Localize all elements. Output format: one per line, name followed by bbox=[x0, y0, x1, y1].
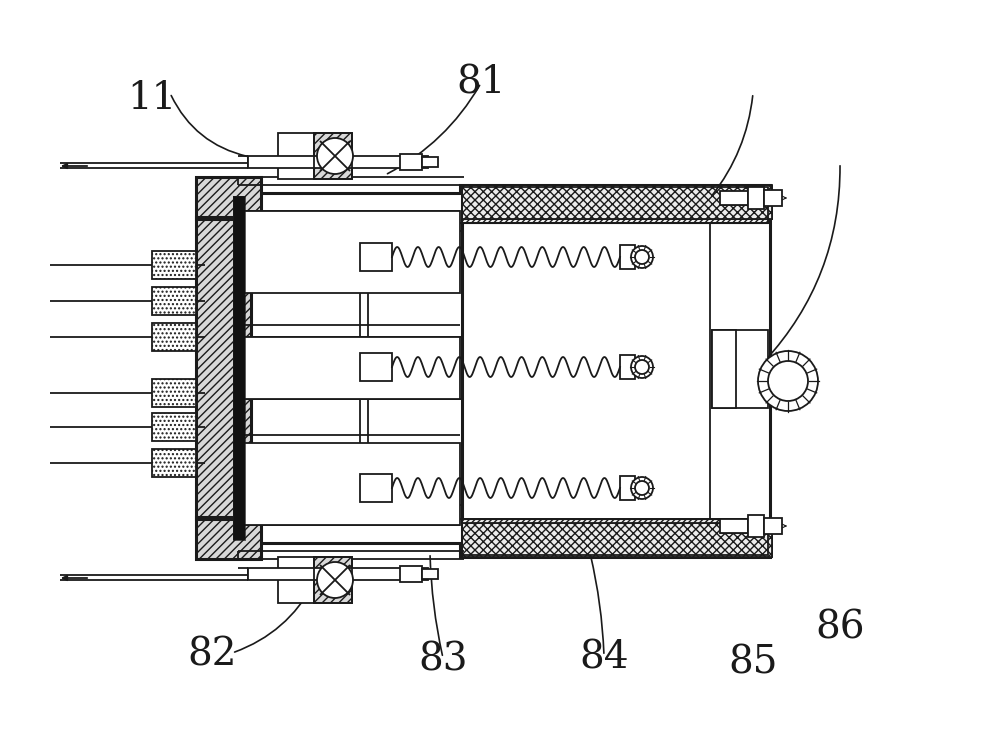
Bar bbox=[620, 355, 635, 379]
Circle shape bbox=[317, 138, 353, 174]
Bar bbox=[712, 330, 768, 408]
Circle shape bbox=[317, 562, 353, 598]
Bar bbox=[244, 443, 460, 525]
Bar bbox=[152, 413, 196, 441]
Bar bbox=[748, 187, 764, 209]
Bar bbox=[314, 557, 352, 603]
Bar bbox=[462, 185, 772, 219]
Bar bbox=[620, 476, 635, 500]
Bar bbox=[248, 156, 428, 168]
Text: 85: 85 bbox=[728, 645, 778, 681]
Circle shape bbox=[635, 360, 649, 374]
Bar bbox=[462, 519, 768, 555]
Bar bbox=[196, 217, 251, 519]
Bar bbox=[314, 133, 352, 179]
Circle shape bbox=[631, 246, 653, 268]
Bar bbox=[462, 187, 768, 223]
Bar bbox=[244, 337, 460, 399]
Bar bbox=[233, 196, 245, 540]
Bar bbox=[152, 287, 196, 315]
Bar bbox=[720, 519, 748, 533]
Bar bbox=[462, 185, 772, 219]
Bar bbox=[720, 191, 748, 205]
Text: 86: 86 bbox=[815, 609, 865, 647]
Bar bbox=[462, 187, 768, 223]
Bar bbox=[712, 330, 736, 408]
Bar bbox=[462, 523, 772, 557]
Bar bbox=[196, 177, 261, 219]
Bar bbox=[278, 133, 316, 179]
Bar bbox=[400, 566, 422, 582]
Bar bbox=[748, 515, 764, 537]
Bar bbox=[360, 353, 392, 381]
Bar bbox=[233, 196, 245, 540]
Bar bbox=[238, 193, 462, 543]
Bar bbox=[620, 245, 635, 269]
Bar bbox=[152, 449, 196, 477]
Text: 81: 81 bbox=[456, 65, 506, 102]
Text: 82: 82 bbox=[187, 636, 237, 673]
Bar bbox=[278, 557, 316, 603]
Text: 83: 83 bbox=[418, 642, 468, 678]
Bar bbox=[422, 569, 438, 579]
Bar bbox=[244, 211, 460, 293]
Bar bbox=[360, 474, 392, 502]
Circle shape bbox=[631, 356, 653, 378]
Bar bbox=[152, 379, 196, 407]
Bar bbox=[764, 518, 782, 534]
Bar bbox=[314, 133, 352, 179]
Bar bbox=[460, 185, 770, 557]
Bar bbox=[248, 568, 428, 580]
Circle shape bbox=[635, 250, 649, 264]
Bar bbox=[152, 251, 196, 279]
Bar bbox=[400, 154, 422, 170]
Circle shape bbox=[631, 477, 653, 499]
Bar bbox=[314, 557, 352, 603]
Bar bbox=[196, 517, 261, 559]
Circle shape bbox=[758, 351, 818, 411]
Bar bbox=[360, 243, 392, 271]
Text: 11: 11 bbox=[127, 80, 177, 117]
Bar bbox=[462, 523, 772, 557]
Bar bbox=[196, 177, 261, 219]
Bar bbox=[422, 157, 438, 167]
Bar bbox=[196, 517, 261, 559]
Bar bbox=[764, 190, 782, 206]
Text: 84: 84 bbox=[579, 639, 629, 676]
Circle shape bbox=[768, 361, 808, 401]
Bar bbox=[152, 323, 196, 351]
Bar bbox=[462, 519, 768, 555]
Circle shape bbox=[635, 481, 649, 495]
Bar bbox=[196, 217, 251, 519]
